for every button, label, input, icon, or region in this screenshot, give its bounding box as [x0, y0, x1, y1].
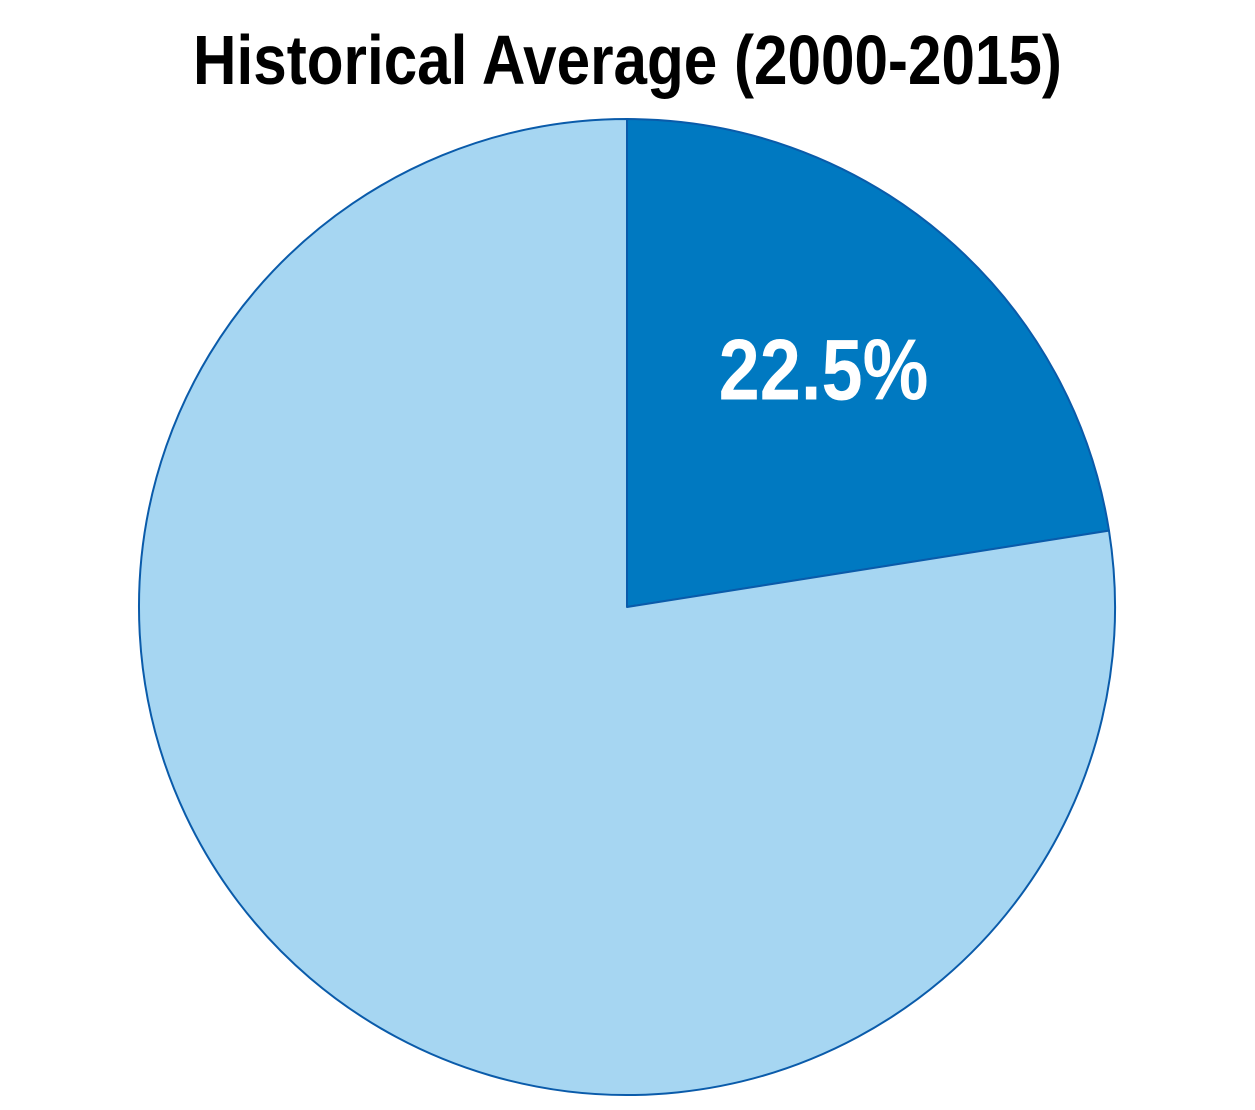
chart-title: Historical Average (2000-2015) — [193, 21, 1062, 99]
pie-slice-label-1: 22.5% — [719, 321, 929, 418]
pie-slices — [137, 118, 1116, 1096]
pie-slice-1 — [626, 118, 1110, 608]
pie-slice-2 — [137, 118, 1116, 1096]
pie-labels: 22.5% — [719, 321, 929, 418]
